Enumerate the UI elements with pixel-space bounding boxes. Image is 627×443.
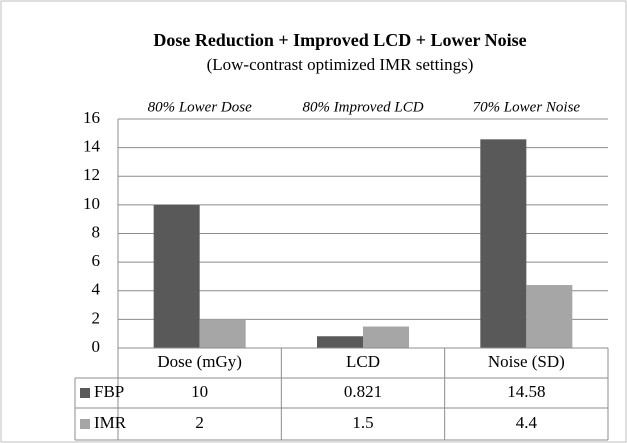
table-value: 1.5: [352, 413, 373, 432]
table-value: 0.821: [344, 382, 382, 401]
chart-subtitle: (Low-contrast optimized IMR settings): [207, 55, 474, 74]
legend-key: [80, 419, 90, 429]
y-tick-label: 14: [83, 137, 101, 156]
legend-label: IMR: [94, 413, 127, 432]
y-tick-label: 16: [83, 108, 100, 127]
bar: [153, 204, 200, 348]
bar: [480, 139, 527, 348]
y-tick-label: 10: [83, 194, 100, 213]
bar: [363, 326, 409, 348]
table-value: 10: [191, 382, 208, 401]
x-tick-label: Dose (mGy): [157, 352, 242, 371]
bar: [199, 319, 246, 348]
y-tick-label: 4: [92, 280, 101, 299]
table-value: 4.4: [516, 413, 538, 432]
y-tick-label: 6: [92, 251, 101, 270]
y-tick-label: 8: [92, 222, 101, 241]
x-tick-label: LCD: [346, 352, 380, 371]
table-value: 2: [195, 413, 204, 432]
legend-key: [80, 388, 90, 398]
x-tick-label: Noise (SD): [488, 352, 565, 371]
legend-label: FBP: [94, 382, 124, 401]
bar: [526, 285, 573, 348]
annotation: 80% Improved LCD: [302, 99, 423, 115]
y-tick-label: 2: [92, 308, 101, 327]
table-value: 14.58: [507, 382, 545, 401]
y-tick-label: 0: [92, 337, 101, 356]
chart-title: Dose Reduction + Improved LCD + Lower No…: [153, 30, 526, 50]
annotation: 80% Lower Dose: [148, 99, 253, 115]
bar: [317, 336, 363, 348]
annotation: 70% Lower Noise: [473, 99, 581, 115]
y-tick-label: 12: [83, 165, 100, 184]
